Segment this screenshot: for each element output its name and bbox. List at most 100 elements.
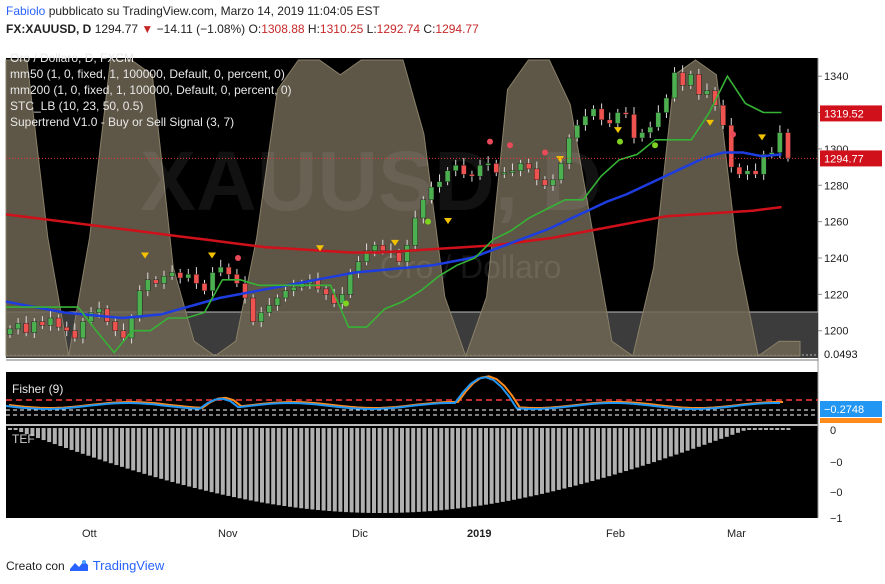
candle (436, 181, 443, 188)
candle (250, 297, 256, 322)
sell-signal-icon (706, 119, 714, 126)
candle (47, 317, 54, 326)
last-price-badge: 1294.77 (820, 150, 882, 167)
tef-bar (573, 428, 578, 486)
open-value: 1308.88 (261, 22, 305, 36)
candle (728, 125, 734, 168)
x-label-mar: Mar (727, 528, 746, 540)
tef-bar (405, 428, 410, 513)
candle (371, 245, 378, 251)
tef-bar (260, 428, 264, 503)
candle (88, 312, 94, 322)
tef-bar (489, 428, 494, 504)
tef-bar (747, 428, 752, 430)
fisher-pane-bg (6, 372, 818, 424)
tef-bar (540, 428, 544, 494)
y-tick-label: 1240 (824, 253, 848, 265)
tradingview-brand[interactable]: TradingView (92, 558, 165, 573)
buy-dot-marker (652, 142, 658, 149)
fisher-value-badge-bg (820, 401, 882, 417)
tef-bar (176, 428, 180, 484)
tef-bar (103, 428, 108, 462)
tef-bar (131, 428, 136, 471)
tef-bar (713, 428, 718, 441)
candle (639, 132, 645, 139)
tef-bar (125, 428, 130, 469)
y-tick-label: 1280 (824, 180, 848, 192)
tef-bar (92, 428, 96, 458)
tef-bar (24, 428, 29, 435)
tef-bar (360, 428, 365, 513)
legend-stc[interactable]: STC_LB (10, 23, 50, 0.5) (10, 99, 144, 113)
sell-dot-marker (507, 142, 513, 149)
legend-supertrend[interactable]: Supertrend V1.0 - Buy or Sell Signal (3,… (10, 115, 235, 129)
candle (153, 279, 159, 284)
sell-signal-icon (141, 252, 149, 259)
tef-bar (517, 428, 522, 499)
candle (501, 172, 508, 175)
legend-mm50[interactable]: mm50 (1, 0, fixed, 1, 100000, Default, 0… (10, 67, 285, 81)
tef-bar (198, 428, 203, 490)
high-label: H: (307, 22, 320, 36)
tef-bar (282, 428, 287, 507)
candle (453, 165, 459, 171)
tef-bar (136, 428, 141, 473)
tef-bar (254, 428, 259, 502)
candle (96, 308, 102, 313)
tef-tick-label: −0 (830, 487, 843, 499)
symbol-label[interactable]: FX:XAUUSD, D (6, 22, 92, 36)
tef-bar (52, 428, 57, 445)
tef-bar (204, 428, 208, 491)
tef-bar (310, 428, 315, 510)
tef-bar (635, 428, 640, 468)
tef-bar (657, 428, 662, 461)
publish-header: Fabiolo pubblicato su TradingView.com, M… (6, 4, 380, 18)
legend-mm200[interactable]: mm200 (1, 0, fixed, 1, 100000, Default, … (10, 83, 292, 97)
tef-bar (590, 428, 595, 482)
fisher-line (5, 376, 780, 411)
tradingview-logo-icon[interactable] (69, 559, 89, 573)
tef-bar (248, 428, 253, 501)
legend-title[interactable]: Oro / Dollaro, D, FXCM (10, 51, 135, 65)
sell-signal-icon (614, 127, 622, 134)
sell-signal-icon (444, 218, 452, 224)
tef-bar (652, 428, 656, 463)
candle (72, 330, 78, 339)
candle (169, 272, 175, 277)
watermark-symbol: XAUUSD, D (140, 134, 602, 228)
candle (226, 266, 232, 275)
tef-bar (461, 428, 466, 508)
y-tick-label: 1200 (824, 326, 848, 338)
tef-pane-label[interactable]: TEF (12, 432, 35, 446)
tef-bar (75, 428, 80, 452)
tef-bar (153, 428, 158, 478)
candle (315, 279, 321, 290)
tef-bar (472, 428, 477, 507)
tef-bar (456, 428, 460, 509)
tef-bar (209, 428, 214, 493)
tef-bar (674, 428, 679, 455)
candle (461, 165, 467, 175)
candle (720, 105, 726, 126)
last-price-badge-text: 1294.77 (824, 153, 864, 165)
tef-bar (86, 428, 91, 456)
candle (566, 137, 572, 164)
fisher-pane-label[interactable]: Fisher (9) (12, 382, 64, 396)
buy-dot-marker (343, 300, 349, 307)
tef-bar (629, 428, 634, 470)
tef-bar (601, 428, 606, 478)
tef-bar (237, 428, 242, 499)
tef-bar (383, 428, 388, 513)
sell-signal-icon (556, 156, 564, 163)
candle (15, 323, 21, 330)
candle (688, 74, 694, 86)
tef-bar (562, 428, 567, 489)
buy-dot-marker (617, 138, 623, 145)
tef-bar (64, 428, 68, 448)
author-link[interactable]: Fabiolo (6, 4, 46, 18)
tef-bar (607, 428, 612, 477)
tef-bar (730, 428, 735, 435)
tef-bar (226, 428, 231, 496)
candle (412, 217, 418, 246)
